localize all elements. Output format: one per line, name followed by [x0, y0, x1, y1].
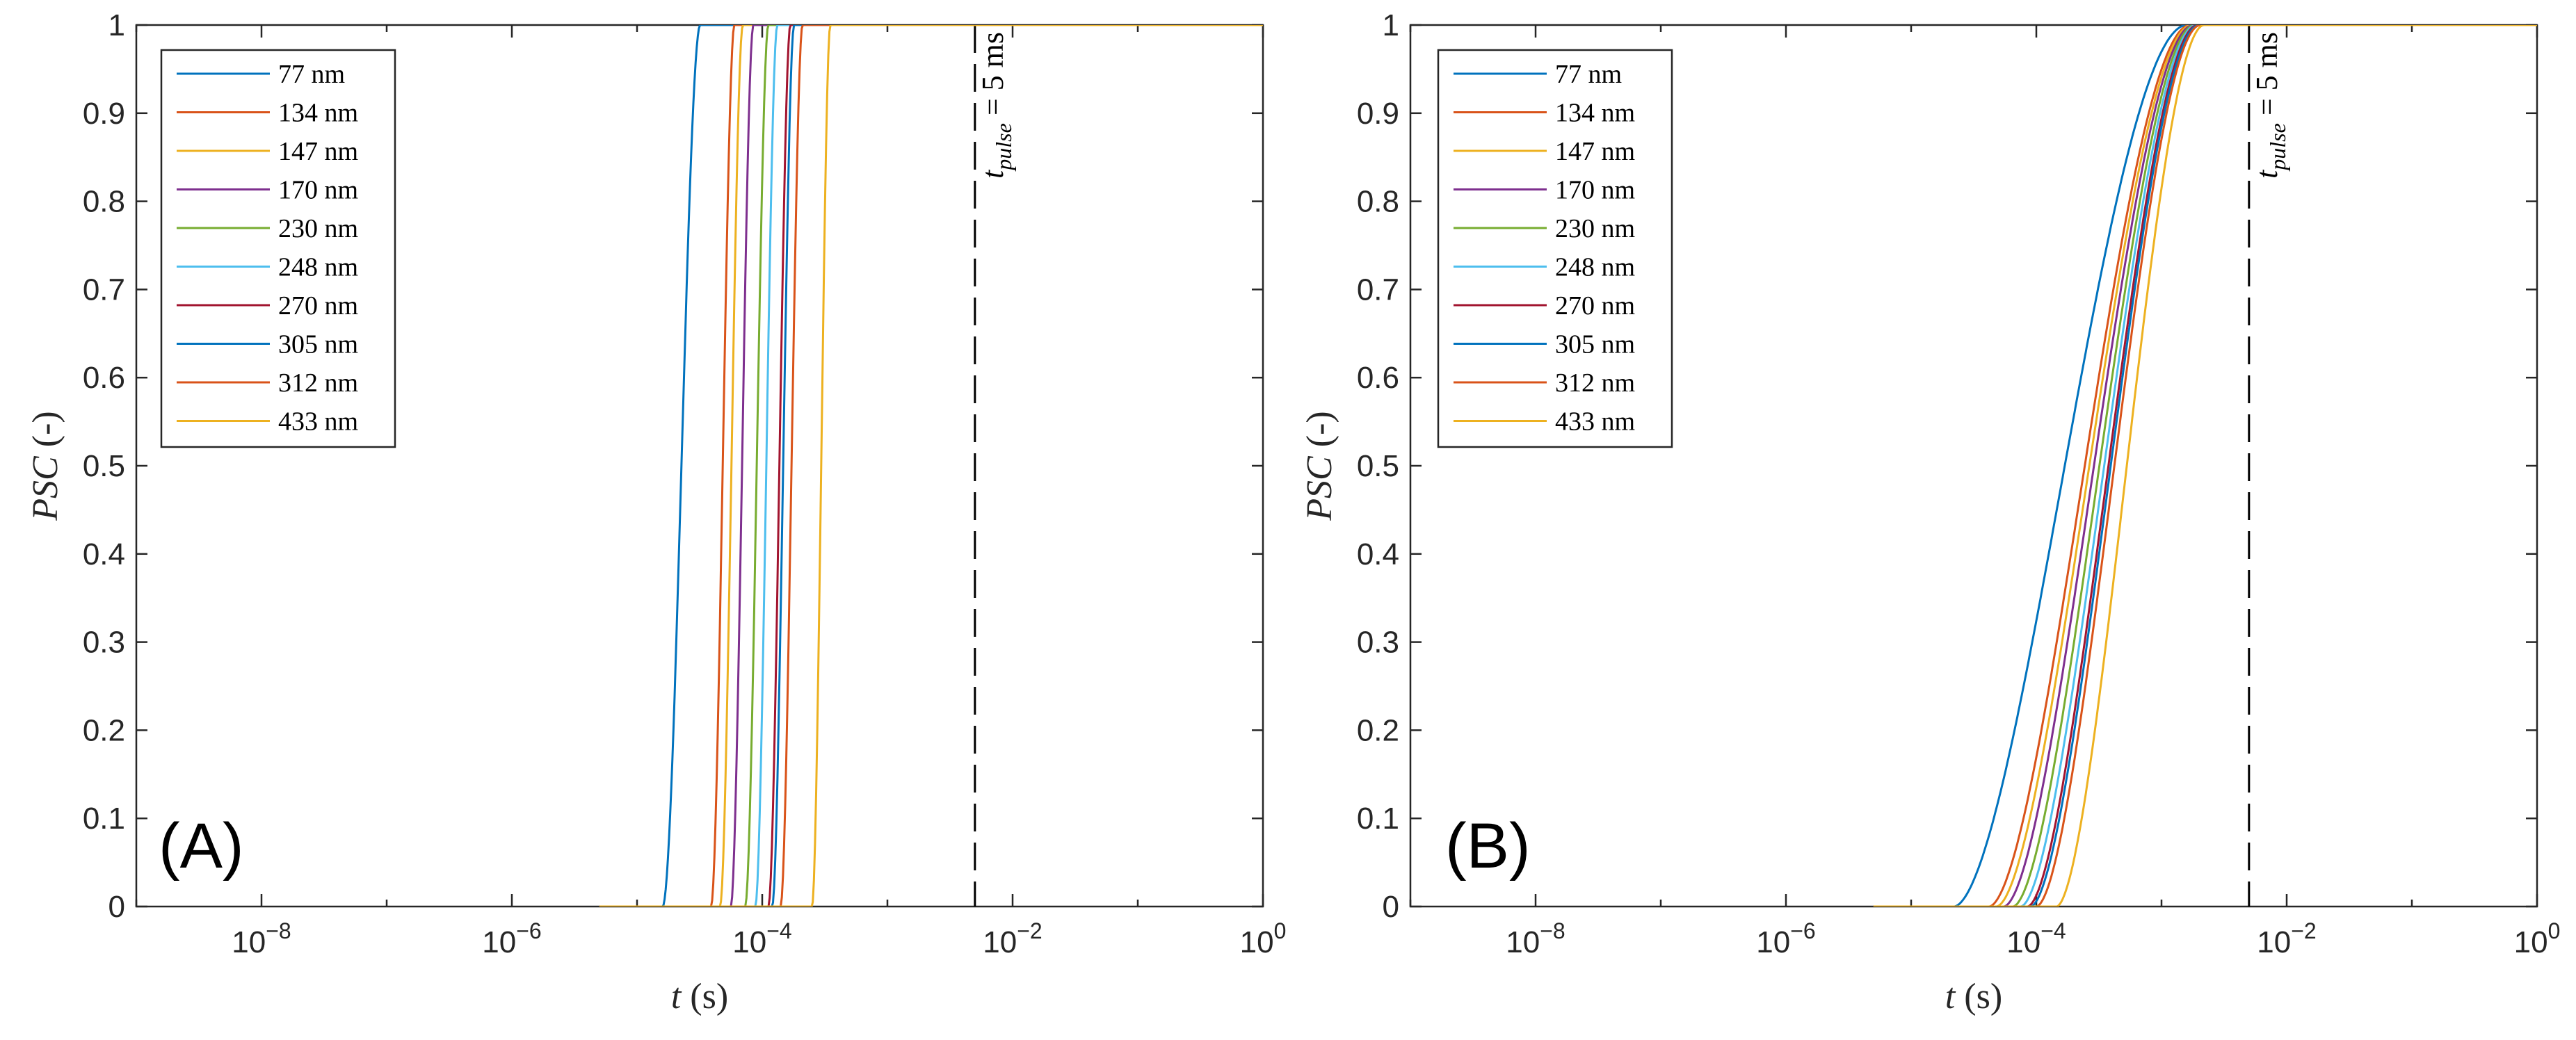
- y-tick-label: 0.1: [83, 802, 125, 836]
- pulse-annotation: tpulse = 5 ms: [976, 32, 1016, 179]
- legend-label: 170 nm: [278, 176, 358, 205]
- x-tick-label: 100: [2514, 918, 2561, 959]
- legend-label: 147 nm: [278, 137, 358, 166]
- y-tick-label: 0.2: [1357, 713, 1399, 747]
- x-tick-label: 10−8: [1506, 918, 1565, 959]
- legend-label: 433 nm: [278, 407, 358, 437]
- x-axis-label: t (s): [671, 977, 728, 1016]
- legend-label: 77 nm: [1555, 60, 1622, 89]
- y-tick-label: 0.4: [83, 537, 125, 571]
- y-tick-label: 0.5: [83, 449, 125, 483]
- y-tick-label: 0.3: [83, 626, 125, 660]
- x-tick-label: 10−4: [2006, 918, 2066, 959]
- legend-box: [160, 49, 396, 448]
- x-tick-label: 10−6: [482, 918, 541, 959]
- legend-label: 147 nm: [1555, 137, 1635, 166]
- legend-label: 170 nm: [1555, 176, 1635, 205]
- y-tick-label: 0.3: [1357, 626, 1399, 660]
- y-axis-label: PSC (-): [26, 411, 65, 521]
- x-tick-label: 10−4: [732, 918, 791, 959]
- y-tick-label: 0.5: [1357, 449, 1399, 483]
- y-tick-label: 1: [108, 8, 125, 42]
- legend-box: [1437, 49, 1673, 448]
- chart-panel-a: 0 0.1 0.2 0.3 0.4 0.5 0.6 0.7 0.8 0.9 1 10−8 10−6 10−…: [26, 8, 1286, 1016]
- y-tick-label: 0.9: [83, 97, 125, 131]
- y-axis-label: PSC (-): [1300, 411, 1339, 521]
- y-tick-label: 0: [1383, 890, 1399, 924]
- y-tick-label: 1: [1383, 8, 1399, 42]
- x-tick-label: 10−6: [1756, 918, 1815, 959]
- series-group: [1873, 25, 2537, 907]
- y-tick-label: 0.9: [1357, 97, 1399, 131]
- legend-label: 134 nm: [278, 99, 358, 128]
- y-tick-label: 0: [108, 890, 125, 924]
- pulse-annotation: tpulse = 5 ms: [2250, 32, 2290, 179]
- y-tick-label: 0.7: [83, 273, 125, 307]
- y-tick-label: 0.6: [83, 361, 125, 395]
- legend-label: 312 nm: [278, 368, 358, 398]
- legend-label: 270 nm: [1555, 291, 1635, 320]
- y-tick-label: 0.6: [1357, 361, 1399, 395]
- y-tick-label: 0.8: [83, 185, 125, 219]
- legend-label: 248 nm: [1555, 253, 1635, 282]
- y-tick-label: 0.1: [1357, 802, 1399, 836]
- legend-label: 230 nm: [278, 214, 358, 243]
- legend-label: 270 nm: [278, 291, 358, 320]
- legend-label: 305 nm: [1555, 330, 1635, 359]
- y-tick-label: 0.2: [83, 713, 125, 747]
- series-line-77-nm: [1873, 25, 2537, 907]
- panel-label: (B): [1445, 811, 1531, 881]
- y-tick-label: 0.8: [1357, 185, 1399, 219]
- x-tick-label: 100: [1240, 918, 1287, 959]
- x-axis-label: t (s): [1945, 977, 2002, 1016]
- legend-label: 312 nm: [1555, 368, 1635, 398]
- chart-panel-b: 0 0.1 0.2 0.3 0.4 0.5 0.6 0.7 0.8 0.9 1 10−8 10−6 10−…: [1300, 8, 2560, 1016]
- panel-label: (A): [159, 811, 244, 881]
- y-tick-label: 0.4: [1357, 537, 1399, 571]
- x-tick-label: 10−8: [232, 918, 291, 959]
- x-tick-label: 10−2: [983, 918, 1042, 959]
- legend-label: 230 nm: [1555, 214, 1635, 243]
- x-tick-label: 10−2: [2257, 918, 2316, 959]
- legend: 77 nm 134 nm 147 nm 170 nm 230 nm 248 nm 270 n…: [160, 49, 396, 448]
- legend-label: 305 nm: [278, 330, 358, 359]
- legend-label: 433 nm: [1555, 407, 1635, 437]
- y-tick-label: 0.7: [1357, 273, 1399, 307]
- legend-label: 77 nm: [278, 60, 345, 89]
- legend-label: 134 nm: [1555, 99, 1635, 128]
- legend: 77 nm 134 nm 147 nm 170 nm 230 nm 248 nm 270 n…: [1437, 49, 1673, 448]
- legend-label: 248 nm: [278, 253, 358, 282]
